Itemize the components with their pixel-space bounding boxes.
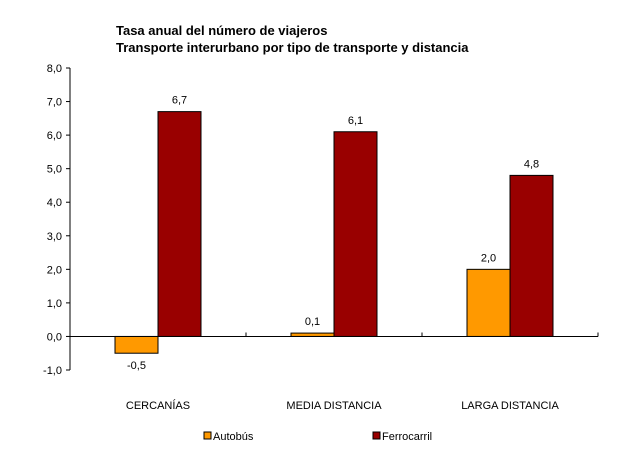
y-tick-label: 4,0 xyxy=(47,197,62,209)
y-tick-label: -1,0 xyxy=(43,365,62,377)
chart-title: Tasa anual del número de viajeros xyxy=(116,23,327,38)
data-label: -0,5 xyxy=(127,360,146,372)
x-category-label: CERCANÍAS xyxy=(126,399,190,412)
y-tick-label: 1,0 xyxy=(47,298,62,310)
bar-autobús xyxy=(466,268,511,337)
y-tick-label: 6,0 xyxy=(47,130,62,142)
bar-ferrocarril xyxy=(509,174,554,337)
y-tick-label: 0,0 xyxy=(47,331,62,343)
y-tick-label: 2,0 xyxy=(47,264,62,276)
y-tick-label: 7,0 xyxy=(47,97,62,109)
legend-label: Ferrocarril xyxy=(382,431,432,443)
data-label: 0,1 xyxy=(305,316,320,328)
data-label: 4,8 xyxy=(524,158,539,170)
bar-autobús xyxy=(114,335,159,354)
y-tick-label: 5,0 xyxy=(47,164,62,176)
bar-ferrocarril xyxy=(333,131,378,337)
y-tick-label: 3,0 xyxy=(47,231,62,243)
x-category-label: MEDIA DISTANCIA xyxy=(286,400,382,412)
x-category-label: LARGA DISTANCIA xyxy=(461,400,559,412)
bar-ferrocarril xyxy=(157,111,202,337)
bar-autobús xyxy=(290,332,335,337)
y-tick-label: 8,0 xyxy=(47,63,62,75)
legend-swatch xyxy=(203,431,212,440)
legend-swatch xyxy=(372,431,381,440)
chart-subtitle: Transporte interurbano por tipo de trans… xyxy=(116,40,469,55)
data-label: 6,7 xyxy=(172,95,187,107)
legend-label: Autobús xyxy=(213,431,254,443)
data-label: 2,0 xyxy=(481,252,496,264)
data-label: 6,1 xyxy=(348,115,363,127)
